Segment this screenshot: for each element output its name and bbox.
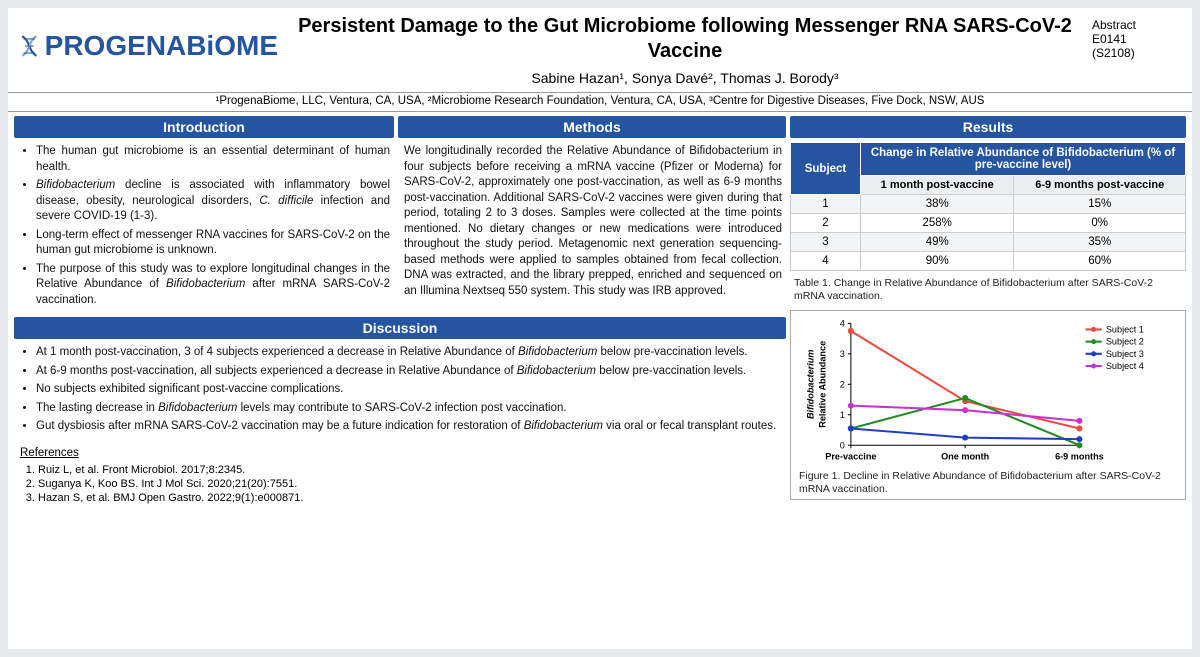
svg-text:Bifidobacterium: Bifidobacterium — [805, 350, 815, 419]
poster-title: Persistent Damage to the Gut Microbiome … — [288, 14, 1082, 64]
discussion-bullet: The lasting decrease in Bifidobacterium … — [36, 401, 782, 417]
discussion-bullet: At 6-9 months post-vaccination, all subj… — [36, 364, 782, 380]
cell-69m: 0% — [1014, 214, 1186, 233]
col-results: Results Subject Change in Relative Abund… — [790, 116, 1186, 643]
discussion-body: At 1 month post-vaccination, 3 of 4 subj… — [14, 343, 786, 440]
references: References Ruiz L, et al. Front Microbio… — [14, 444, 786, 508]
th-subject: Subject — [791, 143, 861, 195]
poster: PROGENABiOME Persistent Damage to the Gu… — [8, 8, 1192, 649]
svg-text:One month: One month — [941, 452, 990, 462]
methods-body: We longitudinally recorded the Relative … — [398, 142, 786, 301]
table-row: 2258%0% — [791, 214, 1186, 233]
line-chart: 0 1 2 3 4 Pre-vaccine One month 6-9 months Bifid… — [795, 315, 1181, 468]
section-head-results: Results — [790, 116, 1186, 138]
svg-text:6-9 months: 6-9 months — [1055, 452, 1104, 462]
col-discussion: Discussion At 1 month post-vaccination, … — [14, 317, 786, 507]
svg-text:Subject 2: Subject 2 — [1106, 337, 1144, 347]
abstract-id: Abstract E0141 (S2108) — [1092, 14, 1182, 60]
svg-text:Subject 3: Subject 3 — [1106, 349, 1144, 359]
cell-subject: 3 — [791, 233, 861, 252]
intro-bullet: The purpose of this study was to explore… — [36, 262, 390, 309]
intro-bullet: Bifidobacterium decline is associated wi… — [36, 178, 390, 225]
cell-1m: 38% — [861, 195, 1014, 214]
cell-1m: 49% — [861, 233, 1014, 252]
svg-text:2: 2 — [840, 380, 845, 390]
section-head-discussion: Discussion — [14, 317, 786, 339]
cell-1m: 258% — [861, 214, 1014, 233]
abstract-label: Abstract — [1092, 18, 1182, 32]
table-row: 138%15% — [791, 195, 1186, 214]
discussion-bullet: At 1 month post-vaccination, 3 of 4 subj… — [36, 345, 782, 361]
th-change-text: Change in Relative Abundance of Bifidoba… — [871, 147, 1175, 171]
affiliations: ¹ProgenaBiome, LLC, Ventura, CA, USA, ²M… — [8, 92, 1192, 112]
section-head-intro: Introduction — [14, 116, 394, 138]
intro-bullet: Long-term effect of messenger RNA vaccin… — [36, 228, 390, 259]
svg-text:4: 4 — [840, 319, 845, 329]
svg-text:Pre-vaccine: Pre-vaccine — [825, 452, 876, 462]
section-head-methods: Methods — [398, 116, 786, 138]
th-1month: 1 month post-vaccine — [861, 176, 1014, 195]
table-row: 349%35% — [791, 233, 1186, 252]
cell-69m: 15% — [1014, 195, 1186, 214]
th-69months: 6-9 months post-vaccine — [1014, 176, 1186, 195]
logo-text: PROGENABiOME — [45, 30, 278, 62]
col-methods: Methods We longitudinally recorded the R… — [398, 116, 786, 313]
table-row: 490%60% — [791, 252, 1186, 271]
reference-item: Hazan S, et al. BMJ Open Gastro. 2022;9(… — [38, 491, 780, 505]
svg-text:3: 3 — [840, 349, 845, 359]
svg-text:Subject 1: Subject 1 — [1106, 325, 1144, 335]
figure-caption: Figure 1. Decline in Relative Abundance … — [795, 468, 1181, 495]
svg-text:Subject 4: Subject 4 — [1106, 361, 1144, 371]
th-change: Change in Relative Abundance of Bifidoba… — [861, 143, 1186, 176]
discussion-bullet: Gut dysbiosis after mRNA SARS-CoV-2 vacc… — [36, 419, 782, 435]
title-block: Persistent Damage to the Gut Microbiome … — [288, 14, 1082, 86]
reference-item: Suganya K, Koo BS. Int J Mol Sci. 2020;2… — [38, 477, 780, 491]
cell-69m: 35% — [1014, 233, 1186, 252]
svg-text:Relative Abundance: Relative Abundance — [817, 341, 827, 428]
svg-text:1: 1 — [840, 410, 845, 420]
intro-bullet: The human gut microbiome is an essential… — [36, 144, 390, 175]
results-table: Subject Change in Relative Abundance of … — [790, 142, 1186, 271]
col-introduction: Introduction The human gut microbiome is… — [14, 116, 394, 313]
abstract-code-2: (S2108) — [1092, 46, 1182, 60]
dna-icon — [18, 30, 41, 62]
cell-subject: 4 — [791, 252, 861, 271]
poster-body: Introduction The human gut microbiome is… — [8, 112, 1192, 649]
cell-1m: 90% — [861, 252, 1014, 271]
cell-subject: 1 — [791, 195, 861, 214]
discussion-bullet: No subjects exhibited significant post-v… — [36, 382, 782, 398]
logo: PROGENABiOME — [18, 14, 278, 62]
cell-subject: 2 — [791, 214, 861, 233]
references-title: References — [20, 446, 780, 461]
cell-69m: 60% — [1014, 252, 1186, 271]
svg-text:0: 0 — [840, 440, 845, 450]
poster-header: PROGENABiOME Persistent Damage to the Gu… — [8, 8, 1192, 92]
authors: Sabine Hazan¹, Sonya Davé², Thomas J. Bo… — [288, 70, 1082, 86]
intro-body: The human gut microbiome is an essential… — [14, 142, 394, 313]
reference-item: Ruiz L, et al. Front Microbiol. 2017;8:2… — [38, 463, 780, 477]
figure: 0 1 2 3 4 Pre-vaccine One month 6-9 months Bifid… — [790, 310, 1186, 500]
table-caption: Table 1. Change in Relative Abundance of… — [790, 275, 1186, 302]
abstract-code-1: E0141 — [1092, 32, 1182, 46]
